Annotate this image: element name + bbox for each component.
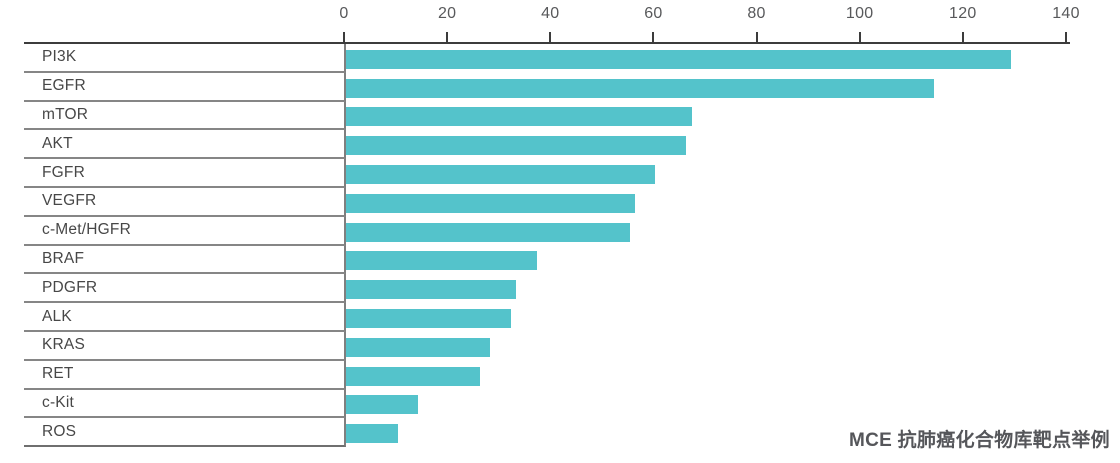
table-row: VEGFR bbox=[24, 187, 1070, 217]
bar bbox=[346, 309, 512, 329]
bar-track bbox=[346, 130, 1070, 159]
table-row: c-Met/HGFR bbox=[24, 216, 1070, 246]
category-label-cell: c-Met/HGFR bbox=[24, 216, 346, 246]
bar bbox=[346, 49, 1012, 69]
category-label-cell: VEGFR bbox=[24, 187, 346, 217]
category-label: EGFR bbox=[42, 77, 86, 95]
bar-track bbox=[346, 274, 1070, 303]
bar bbox=[346, 366, 481, 386]
bar-track bbox=[346, 332, 1070, 361]
axis-tick-mark bbox=[961, 32, 964, 42]
category-label: AKT bbox=[42, 134, 73, 152]
table-row: EGFR bbox=[24, 72, 1070, 102]
bar-track bbox=[346, 361, 1070, 390]
axis-tick-label: 0 bbox=[339, 5, 349, 22]
table-row: PI3K bbox=[24, 44, 1070, 73]
bar-track bbox=[346, 44, 1070, 73]
table-row: RET bbox=[24, 360, 1070, 390]
category-table: PI3K EGFR mTOR AKT FGFR bbox=[24, 44, 1070, 448]
bar bbox=[346, 251, 537, 271]
chart-caption: MCE 抗肺癌化合物库靶点举例 bbox=[848, 430, 1110, 451]
bar bbox=[346, 193, 635, 213]
axis-tick-mark bbox=[755, 32, 758, 42]
bar-track bbox=[346, 390, 1070, 419]
bar-track bbox=[346, 73, 1070, 102]
category-label-cell: PI3K bbox=[24, 44, 346, 73]
category-label: c-Kit bbox=[42, 393, 74, 411]
bar bbox=[346, 165, 656, 185]
bar-track bbox=[346, 159, 1070, 188]
axis-tick-label: 80 bbox=[747, 5, 766, 22]
axis-tick-mark bbox=[549, 32, 552, 42]
bar bbox=[346, 337, 491, 357]
bar-track bbox=[346, 303, 1070, 332]
category-label-cell: FGFR bbox=[24, 159, 346, 188]
bar-track bbox=[346, 418, 1070, 447]
axis-tick-label: 20 bbox=[437, 5, 457, 22]
category-label-cell: PDGFR bbox=[24, 274, 346, 304]
category-label-cell: RET bbox=[24, 360, 346, 390]
axis-tick-mark bbox=[1065, 32, 1067, 42]
table-row: ROS bbox=[24, 418, 1070, 448]
axis-tick-label: 100 bbox=[845, 5, 874, 22]
x-axis-line bbox=[24, 42, 1070, 44]
category-label: VEGFR bbox=[42, 192, 97, 210]
category-label-cell: ROS bbox=[24, 418, 346, 448]
table-row: PDGFR bbox=[24, 274, 1070, 304]
axis-tick-label: 60 bbox=[644, 5, 663, 22]
bar-track bbox=[346, 188, 1070, 217]
category-label: FGFR bbox=[42, 163, 85, 181]
bar bbox=[346, 78, 934, 98]
axis-tick-mark bbox=[858, 32, 861, 42]
bar bbox=[346, 222, 630, 242]
category-label-cell: EGFR bbox=[24, 72, 346, 102]
category-label: ROS bbox=[42, 422, 77, 440]
axis-tick-mark bbox=[446, 32, 449, 42]
bar bbox=[346, 136, 687, 156]
axis-tick-mark bbox=[652, 32, 655, 42]
category-label: BRAF bbox=[42, 249, 85, 267]
bar-track bbox=[346, 217, 1070, 246]
category-label-cell: ALK bbox=[24, 303, 346, 332]
axis-tick-mark bbox=[343, 32, 345, 42]
table-row: FGFR bbox=[24, 159, 1070, 188]
table-row: BRAF bbox=[24, 245, 1070, 275]
category-label: PDGFR bbox=[42, 278, 98, 296]
table-row: ALK bbox=[24, 303, 1070, 332]
table-row: c-Kit bbox=[24, 389, 1070, 419]
category-label: c-Met/HGFR bbox=[42, 221, 131, 239]
category-label: PI3K bbox=[42, 48, 77, 66]
category-label: ALK bbox=[42, 307, 72, 325]
category-label-cell: BRAF bbox=[24, 245, 346, 275]
category-label-cell: c-Kit bbox=[24, 389, 346, 419]
axis-tick-label: 40 bbox=[541, 5, 560, 22]
category-label: KRAS bbox=[42, 336, 86, 354]
category-label: mTOR bbox=[42, 105, 89, 123]
bar bbox=[346, 280, 517, 300]
category-label: RET bbox=[42, 365, 74, 383]
axis-tick-label: 140 bbox=[1052, 5, 1080, 22]
category-label-cell: AKT bbox=[24, 130, 346, 160]
table-row: mTOR bbox=[24, 101, 1070, 131]
category-label-cell: mTOR bbox=[24, 101, 346, 131]
bar-track bbox=[346, 102, 1070, 131]
bar bbox=[346, 424, 398, 444]
table-row: AKT bbox=[24, 130, 1070, 160]
bar bbox=[346, 395, 419, 415]
category-label-cell: KRAS bbox=[24, 331, 346, 361]
table-row: KRAS bbox=[24, 331, 1070, 361]
bar-track bbox=[346, 246, 1070, 275]
bar bbox=[346, 107, 692, 127]
axis-tick-label: 120 bbox=[949, 5, 977, 22]
